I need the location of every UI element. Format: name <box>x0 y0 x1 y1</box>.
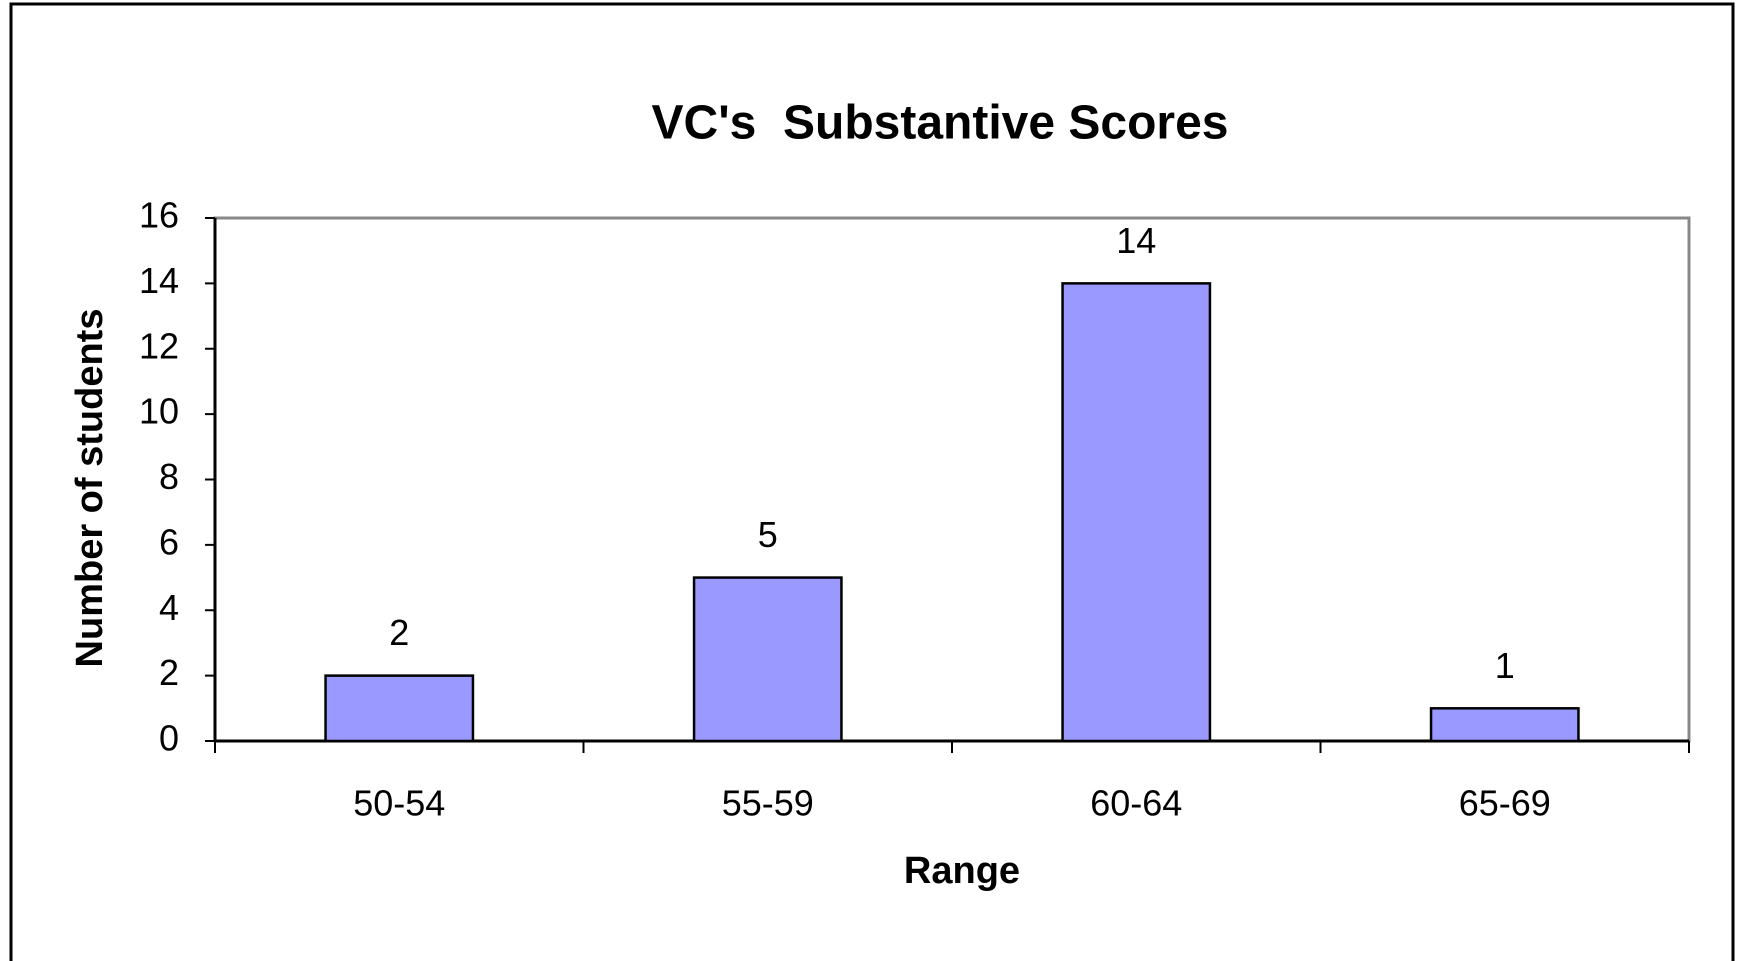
bar <box>1061 282 1212 743</box>
y-tick-label: 10 <box>139 391 179 432</box>
chart-frame <box>9 2 1735 961</box>
data-label: 14 <box>1116 220 1156 261</box>
x-tick-label: 65-69 <box>1459 783 1551 824</box>
y-axis-title: Number of students <box>69 309 111 668</box>
x-tick-label: 55-59 <box>722 783 814 824</box>
y-tick-label: 12 <box>139 325 179 366</box>
data-label: 5 <box>758 514 778 555</box>
data-label: 2 <box>389 612 409 653</box>
chart-title: VC's Substantive Scores <box>652 97 1229 150</box>
bar <box>1429 707 1580 743</box>
y-tick-label: 0 <box>159 718 179 759</box>
x-tick-label: 50-54 <box>353 783 445 824</box>
y-tick-label: 16 <box>139 195 179 236</box>
bar <box>324 674 475 743</box>
x-tick-label: 60-64 <box>1090 783 1182 824</box>
bar <box>692 576 843 743</box>
y-tick-label: 2 <box>159 652 179 693</box>
x-axis-title: Range <box>904 850 1020 892</box>
y-tick-label: 8 <box>159 456 179 497</box>
y-tick-label: 4 <box>159 587 179 628</box>
y-tick-label: 14 <box>139 260 179 301</box>
data-label: 1 <box>1495 645 1515 686</box>
y-tick-label: 6 <box>159 521 179 562</box>
